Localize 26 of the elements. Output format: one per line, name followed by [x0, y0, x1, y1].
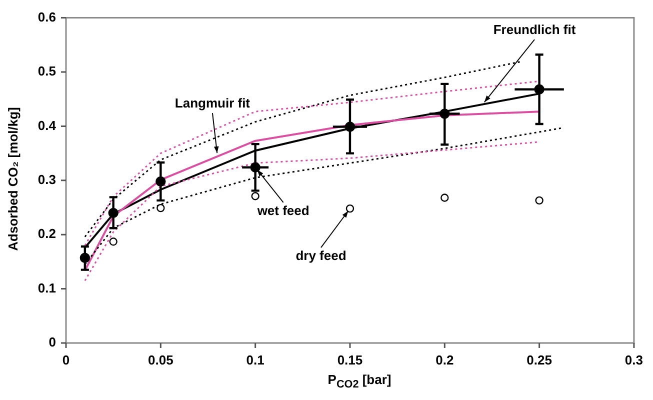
y-axis-title: Adsorbed CO₂ [mol/kg]	[6, 107, 20, 251]
y-tick-label: 0.5	[38, 64, 56, 79]
point	[535, 196, 544, 205]
x-tick-label: 0.15	[337, 352, 363, 368]
x-tick-label: 0.05	[148, 352, 174, 368]
point	[251, 192, 260, 200]
annotation: wet feed	[256, 202, 310, 218]
x-tick-label: 0.25	[526, 352, 552, 368]
y-tick-label: 0.2	[38, 226, 56, 242]
y-tick-label: 0.4	[38, 118, 57, 133]
annotation: Freundlich fit	[493, 22, 576, 38]
point	[109, 238, 118, 246]
y-tick-label: 0	[48, 334, 56, 350]
y-tick-label: 0.3	[38, 172, 56, 187]
x-tick-label: 0.2	[436, 352, 454, 368]
y-tick-label: 0.6	[38, 9, 56, 24]
point	[440, 194, 449, 202]
x-tick-label: 0	[62, 352, 70, 368]
y-tick-label: 0.1	[38, 280, 56, 296]
x-axis-title: P$_{CO2}$ [bar]	[326, 372, 392, 391]
x-tick-label: 0.3	[624, 352, 644, 368]
annotation: dry feed	[296, 248, 346, 264]
x-tick-label: 0.1	[246, 352, 264, 368]
point	[346, 204, 354, 213]
point	[156, 204, 165, 212]
annotation: Langmuir fit	[174, 96, 251, 111]
